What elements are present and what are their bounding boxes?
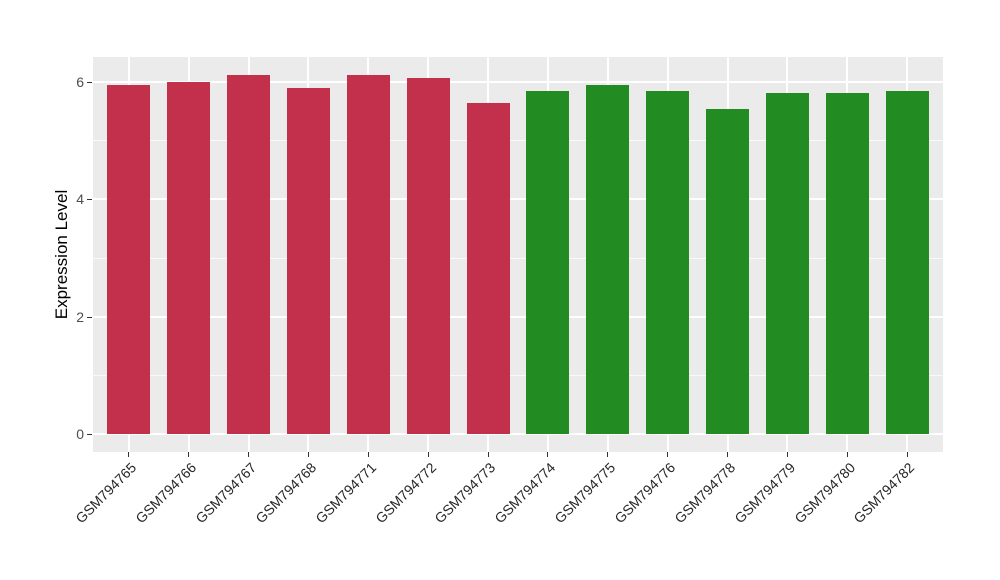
x-tick-mark-GSM794782 xyxy=(906,452,908,457)
major-gridline-y6 xyxy=(93,80,943,83)
x-tick-mark-GSM794768 xyxy=(307,452,309,457)
x-tick-label-GSM794775: GSM794775 xyxy=(551,459,619,527)
y-tick-label-4: 4 xyxy=(76,191,84,208)
x-tick-mark-GSM794774 xyxy=(547,452,549,457)
bar-GSM794776 xyxy=(646,91,690,435)
y-tick-mark-0 xyxy=(87,434,92,436)
bar-GSM794780 xyxy=(825,92,869,435)
y-tick-label-2: 2 xyxy=(76,308,84,325)
x-tick-label-GSM794772: GSM794772 xyxy=(371,459,439,527)
x-tick-label-GSM794766: GSM794766 xyxy=(132,459,200,527)
x-tick-label-GSM794767: GSM794767 xyxy=(192,459,260,527)
bar-GSM794779 xyxy=(765,92,809,435)
y-axis-title: Expression Level xyxy=(52,189,71,320)
x-tick-mark-GSM794775 xyxy=(607,452,609,457)
bar-GSM794768 xyxy=(286,87,331,435)
x-tick-label-GSM794776: GSM794776 xyxy=(611,459,679,527)
x-tick-mark-GSM794767 xyxy=(248,452,250,457)
bar-GSM794773 xyxy=(466,103,510,435)
x-tick-label-GSM794778: GSM794778 xyxy=(671,459,739,527)
x-tick-mark-GSM794780 xyxy=(846,452,848,457)
bar-GSM794778 xyxy=(705,109,750,435)
bar-GSM794771 xyxy=(346,75,390,435)
y-tick-mark-4 xyxy=(87,199,92,201)
y-tick-mark-6 xyxy=(87,81,92,83)
minor-gridline-y3 xyxy=(93,257,943,259)
plot-panel xyxy=(93,57,943,452)
x-tick-label-GSM794782: GSM794782 xyxy=(850,459,918,527)
major-gridline-y2 xyxy=(93,315,943,318)
x-tick-label-GSM794780: GSM794780 xyxy=(790,459,858,527)
x-tick-mark-GSM794772 xyxy=(427,452,429,457)
x-tick-label-GSM794774: GSM794774 xyxy=(491,459,559,527)
y-tick-label-0: 0 xyxy=(76,426,84,443)
x-tick-label-GSM794768: GSM794768 xyxy=(252,459,320,527)
x-tick-mark-GSM794778 xyxy=(727,452,728,457)
bar-GSM794772 xyxy=(406,77,450,435)
x-tick-label-GSM794773: GSM794773 xyxy=(431,459,499,527)
x-tick-label-GSM794771: GSM794771 xyxy=(312,459,379,527)
bar-GSM794775 xyxy=(586,85,630,435)
x-tick-mark-GSM794765 xyxy=(128,452,130,457)
x-tick-mark-GSM794776 xyxy=(667,452,669,457)
major-gridline-y0 xyxy=(93,433,943,436)
bar-GSM794765 xyxy=(107,85,151,435)
bar-GSM794782 xyxy=(885,90,929,435)
y-tick-mark-2 xyxy=(87,316,92,318)
major-gridline-y4 xyxy=(93,198,943,201)
minor-gridline-y1 xyxy=(93,375,943,377)
x-tick-mark-GSM794771 xyxy=(367,452,369,457)
x-tick-mark-GSM794773 xyxy=(487,452,489,457)
x-tick-label-GSM794779: GSM794779 xyxy=(731,459,798,527)
bar-GSM794767 xyxy=(227,75,271,435)
x-tick-mark-GSM794766 xyxy=(188,452,190,457)
minor-gridline-y5 xyxy=(93,139,943,141)
x-tick-label-GSM794765: GSM794765 xyxy=(72,459,140,527)
bar-GSM794774 xyxy=(526,90,570,435)
x-tick-mark-GSM794779 xyxy=(786,452,788,457)
bar-GSM794766 xyxy=(167,82,211,435)
y-tick-label-6: 6 xyxy=(76,73,84,90)
